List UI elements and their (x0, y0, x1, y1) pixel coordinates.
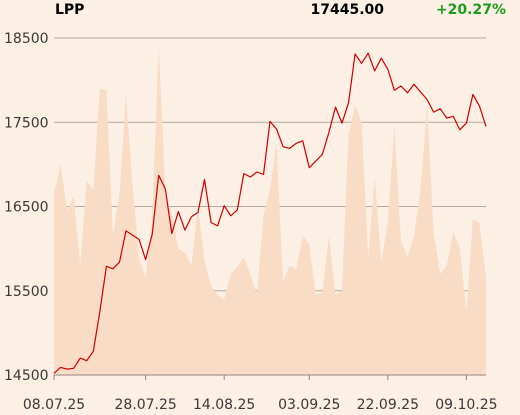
x-tick-label: 09.10.25 (435, 397, 497, 413)
x-tick-label: 03.09.25 (278, 397, 340, 413)
volume-area (54, 46, 486, 376)
x-tick-label: 08.07.25 (23, 397, 85, 413)
tick-labels: 18500 17500 16500 15500 14500 08.07.25 28.07.2… (4, 31, 498, 413)
y-tick-label: 17500 (4, 115, 49, 131)
price-change-percent: +20.27% (435, 2, 506, 18)
last-price: 17445.00 (310, 2, 384, 18)
x-tick-label: 22.09.25 (357, 397, 419, 413)
y-tick-label: 15500 (4, 284, 49, 300)
axes (53, 374, 486, 380)
ticker-symbol: LPP (55, 2, 85, 18)
y-tick-label: 14500 (4, 368, 49, 384)
x-tick-label: 28.07.25 (114, 397, 176, 413)
price-line-layer (53, 52, 487, 374)
volume-area-layer (54, 46, 486, 376)
y-tick-label: 16500 (4, 200, 49, 216)
x-tick-label: 14.08.25 (193, 397, 255, 413)
price-line (53, 52, 487, 374)
y-tick-label: 18500 (4, 31, 49, 47)
